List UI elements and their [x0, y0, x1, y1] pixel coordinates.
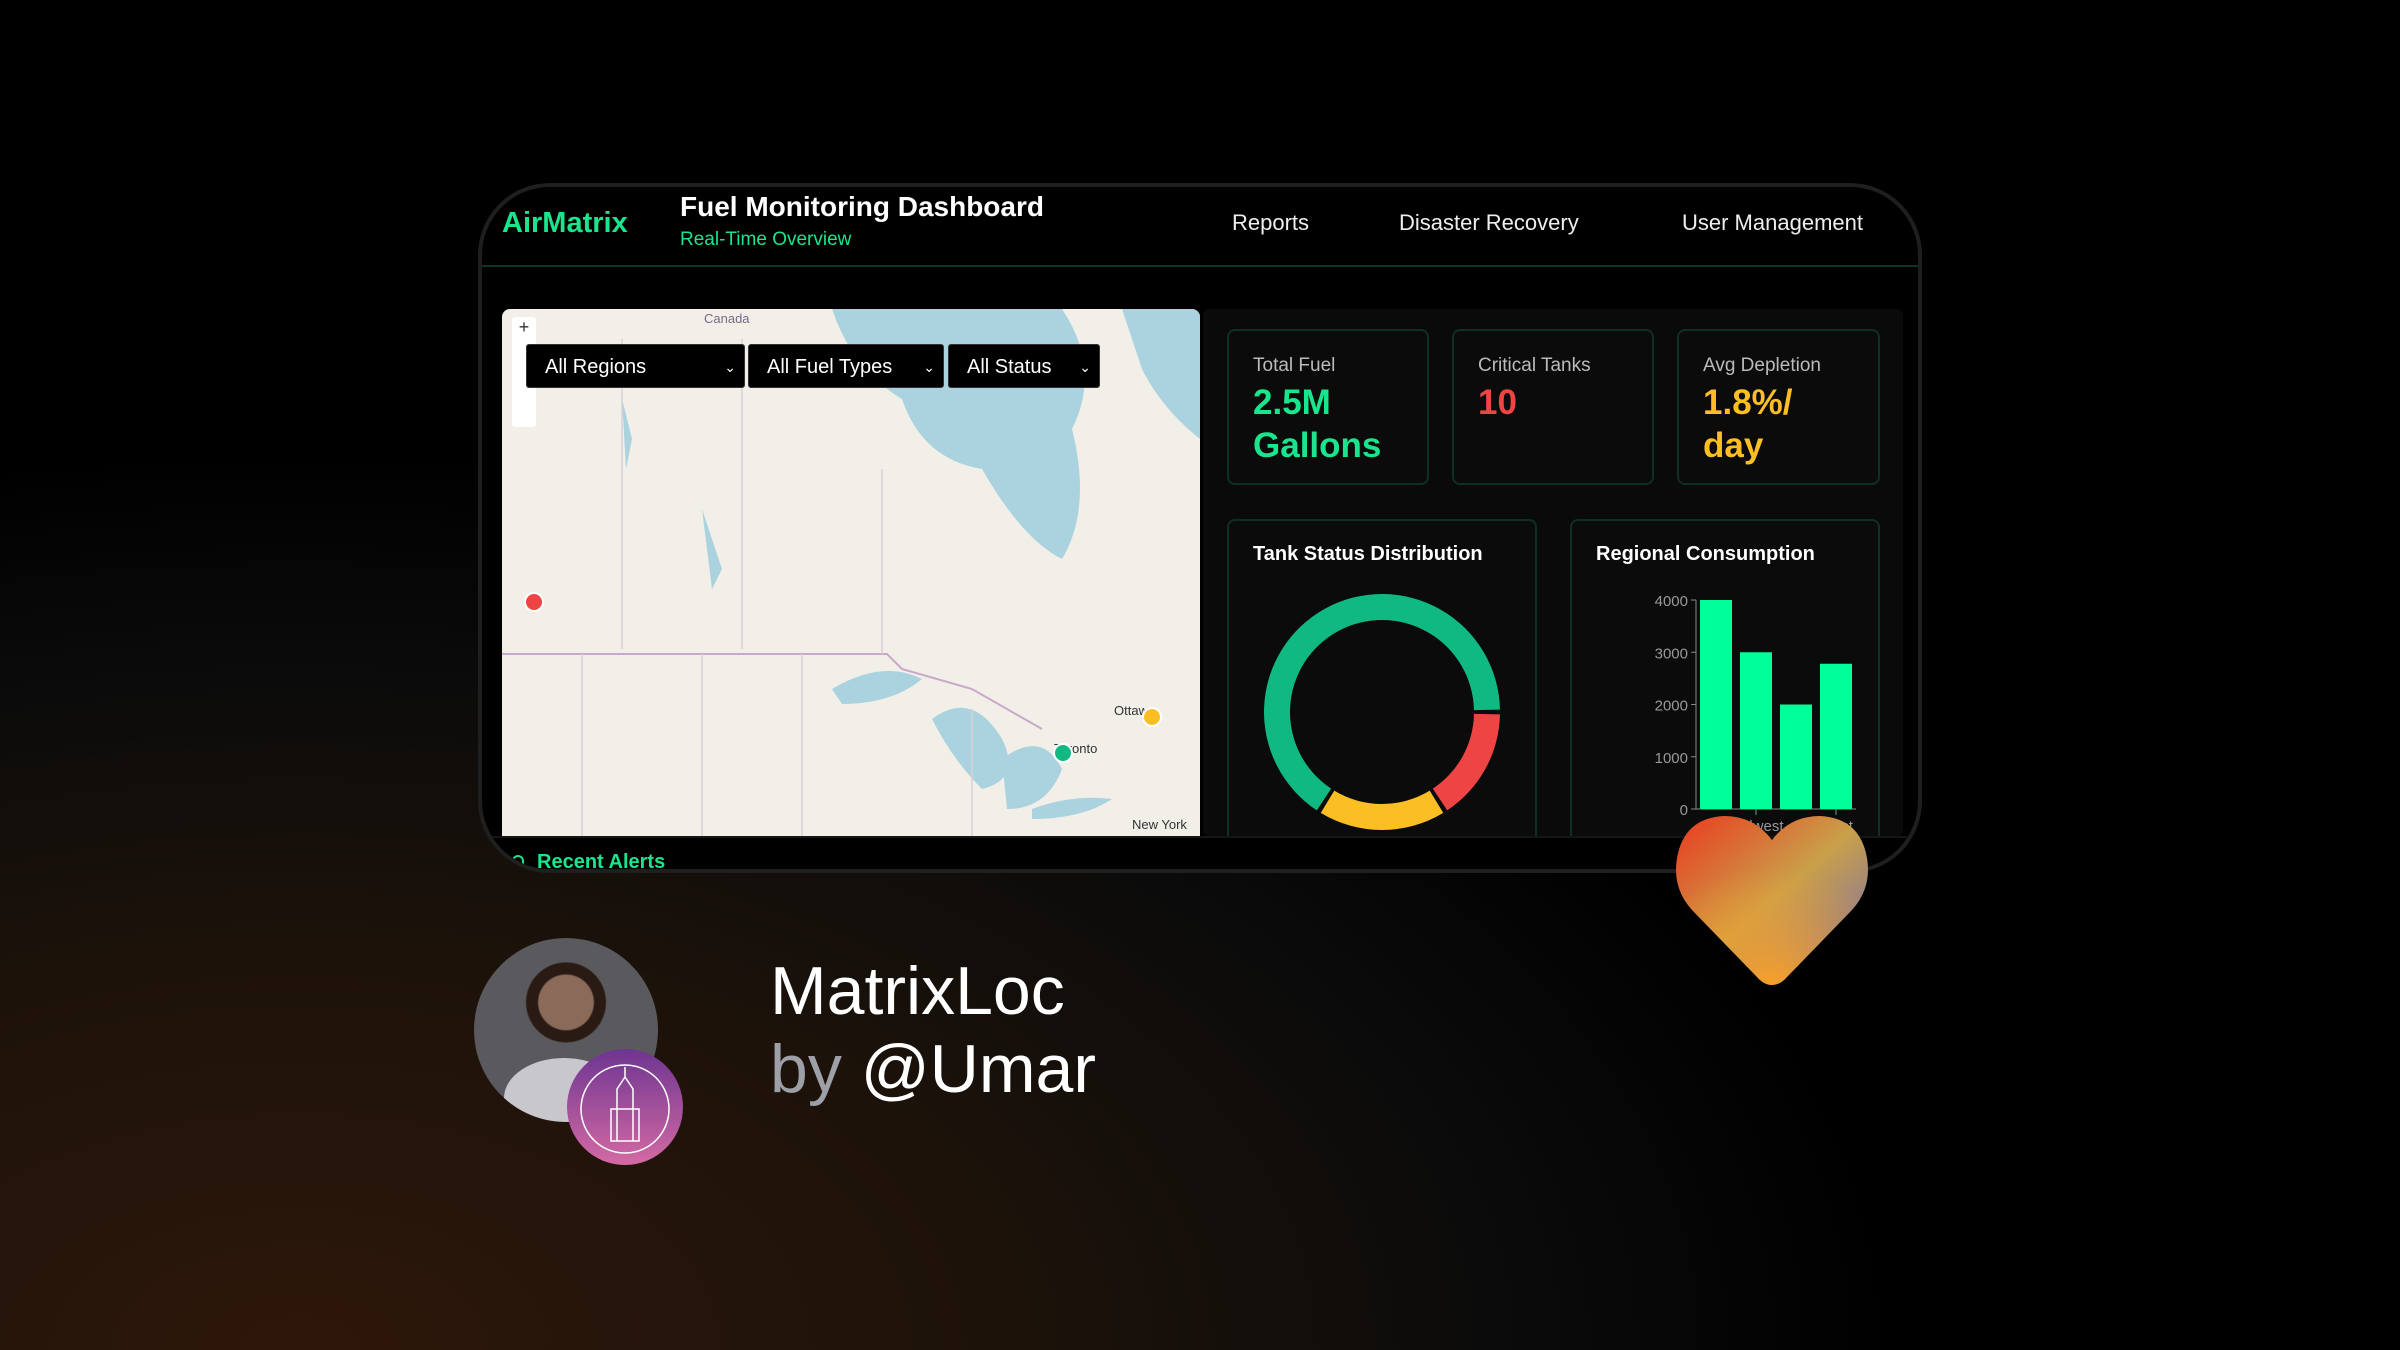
region-filter[interactable]: All Regions ⌄	[526, 344, 745, 388]
by-label: by	[770, 1031, 842, 1107]
stat-card-critical-tanks: Critical Tanks 10	[1452, 329, 1654, 485]
bar-region-1[interactable]	[1700, 600, 1732, 809]
org-badge	[567, 1049, 683, 1165]
recent-alerts-heading[interactable]: Recent Alerts	[537, 851, 666, 873]
regional-consumption-card: Regional Consumption 01000200030004000Mi…	[1570, 519, 1880, 849]
bar-midwest[interactable]	[1740, 652, 1772, 809]
project-name: MatrixLoc	[770, 953, 1065, 1029]
chevron-down-icon: ⌄	[923, 359, 935, 375]
nav-disaster-recovery[interactable]: Disaster Recovery	[1399, 210, 1579, 235]
stat-label: Critical Tanks	[1478, 355, 1591, 376]
bell-icon	[512, 855, 524, 869]
map-marker-critical[interactable]	[524, 592, 544, 612]
chart-title: Tank Status Distribution	[1253, 543, 1483, 565]
donut-slice-critical[interactable]	[1432, 713, 1500, 811]
stat-value: 1.8%/ day	[1703, 383, 1793, 465]
chevron-down-icon: ⌄	[724, 359, 736, 375]
stats-panel: Total Fuel 2.5M Gallons Critical Tanks 1…	[1203, 309, 1903, 849]
dashboard-window: AirMatrix Fuel Monitoring Dashboard Real…	[478, 183, 1922, 873]
stat-label: Total Fuel	[1253, 355, 1336, 376]
fuel-type-filter[interactable]: All Fuel Types ⌄	[748, 344, 944, 388]
status-filter-value: All Status	[967, 356, 1052, 378]
brand-logo[interactable]: AirMatrix	[502, 207, 628, 239]
y-tick-label: 2000	[1655, 698, 1688, 715]
region-filter-value: All Regions	[545, 356, 647, 378]
chart-title: Regional Consumption	[1596, 543, 1815, 565]
y-tick-label: 4000	[1655, 593, 1688, 610]
map-label-canada: Canada	[704, 311, 750, 326]
page-subtitle: Real-Time Overview	[680, 229, 852, 250]
y-tick-label: 0	[1680, 802, 1688, 819]
bar-west[interactable]	[1820, 663, 1852, 809]
tank-status-card: Tank Status Distribution	[1227, 519, 1537, 849]
author-line: by @Umar	[770, 1030, 1096, 1108]
map-marker-warning[interactable]	[1142, 707, 1162, 727]
status-filter[interactable]: All Status ⌄	[948, 344, 1100, 388]
chevron-down-icon: ⌄	[1079, 359, 1091, 375]
nav-user-management[interactable]: User Management	[1682, 210, 1863, 235]
author-handle: @Umar	[860, 1031, 1096, 1107]
map-label-new-york: New York	[1132, 817, 1187, 832]
donut-slice-warning[interactable]	[1320, 790, 1444, 830]
stat-card-avg-depletion: Avg Depletion 1.8%/ day	[1677, 329, 1880, 485]
map[interactable]: Canada Ottawa Toronto New York + All Reg…	[502, 309, 1200, 836]
stat-value: 2.5M Gallons	[1253, 383, 1382, 465]
stat-label: Avg Depletion	[1703, 355, 1821, 376]
bar-chart: 01000200030004000MidwestWest	[1655, 593, 1856, 835]
map-marker-healthy[interactable]	[1053, 743, 1073, 763]
y-tick-label: 3000	[1655, 645, 1688, 662]
donut-chart	[1264, 594, 1500, 830]
nav-reports[interactable]: Reports	[1232, 210, 1310, 235]
y-tick-label: 1000	[1655, 750, 1688, 767]
page-title: Fuel Monitoring Dashboard	[680, 191, 1044, 222]
bar-region-3[interactable]	[1780, 704, 1812, 810]
header-divider	[482, 265, 1918, 267]
fuel-type-filter-value: All Fuel Types	[767, 356, 893, 378]
tower-icon	[580, 1064, 670, 1154]
stat-value: 10	[1478, 383, 1517, 422]
stat-card-total-fuel: Total Fuel 2.5M Gallons	[1227, 329, 1429, 485]
heart-icon[interactable]	[1672, 810, 1872, 990]
